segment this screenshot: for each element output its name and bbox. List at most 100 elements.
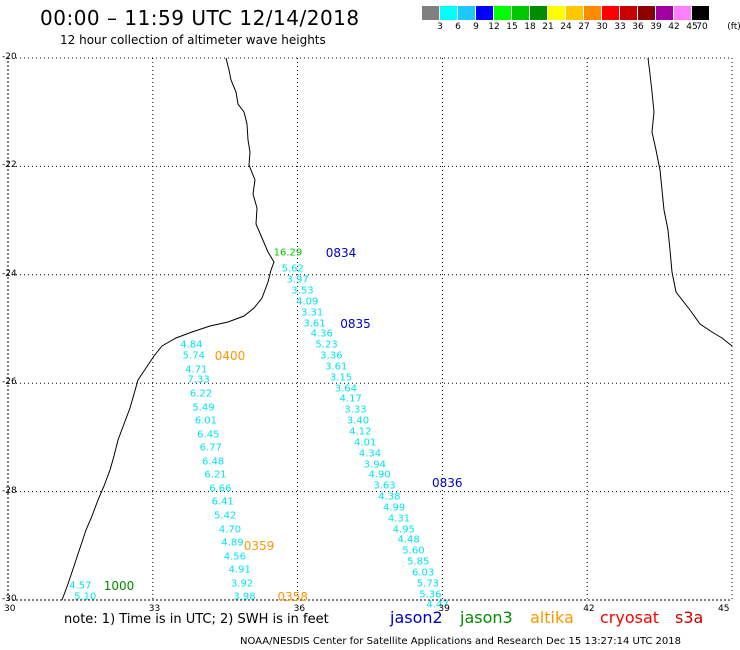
wave-height-value: 6.48 [201,456,225,468]
pass-time-label: 0836 [431,476,463,491]
wave-height-value: 4.89 [221,537,244,549]
wave-height-value: 5.23 [315,339,338,351]
colorbar-unit: (ft) [727,22,740,32]
coastline-madagascar [647,57,733,347]
lon-tick-label: 45 [718,604,730,614]
colorbar-swatch [512,6,530,20]
lon-tick-label: 39 [438,604,450,614]
wave-height-value: 3.31 [300,307,324,319]
lon-tick-label: 33 [148,604,161,614]
lat-tick-label: -30 [2,594,17,604]
wave-height-value: 4.95 [392,524,415,536]
wave-height-value: 16.29 [273,247,303,259]
wave-height-value: 6.45 [197,429,220,441]
colorbar-swatch [620,6,638,20]
wave-height-value: 3.63 [373,480,396,492]
lon-tick-label: 36 [293,604,306,614]
wave-height-value: 4.84 [180,339,203,351]
colorbar-swatch [548,6,566,20]
wave-height-value: 5.62 [281,263,304,275]
colorbar-swatch [638,6,656,20]
pass-time-label: 0359 [243,538,275,553]
wave-height-value: 6.41 [211,496,234,508]
wave-height-value: 5.60 [402,545,425,557]
wave-height-value: 3.92 [230,578,254,590]
wave-height-value: 3.64 [334,383,357,395]
wave-height-value: 5.49 [192,402,215,414]
colorbar-label: 36 [632,22,644,32]
colorbar-label: 21 [542,22,554,32]
colorbar-label: 39 [650,22,662,32]
colorbar-label: 27 [578,22,590,32]
wave-height-value: 4.90 [368,469,391,481]
colorbar-swatch [566,6,584,20]
colorbar-label: 6 [455,22,461,32]
wave-height-value: 4.99 [382,502,406,514]
colorbar-label: 12 [488,22,500,32]
colorbar-swatch [440,6,458,20]
colorbar-swatch [656,6,674,20]
colorbar-label: 15 [506,22,518,32]
wave-height-value: 5.74 [182,350,205,362]
wave-height-value: 4.36 [310,328,333,340]
colorbar-label: 33 [614,22,626,32]
lat-tick-label: -28 [2,485,17,496]
colorbar-swatch [674,6,692,20]
colorbar-swatch [530,6,548,20]
colorbar-swatch [494,6,512,20]
colorbar-label: 42 [668,22,680,32]
pass-time-label: 0835 [340,316,371,331]
wave-height-value: 3.15 [329,372,353,384]
chart-subtitle: 12 hour collection of altimeter wave hei… [60,33,326,47]
wave-height-value: 5.42 [214,510,237,522]
wave-height-value: 4.71 [185,364,208,376]
map-border [7,57,733,601]
colorbar-swatch [602,6,620,20]
wave-height-value: 4.09 [296,296,319,308]
colorbar-label: 45 [686,22,698,32]
wave-height-value: 3.53 [291,285,314,297]
wave-height-value: 4.31 [387,513,411,525]
wave-height-value: 5.85 [407,556,430,568]
legend-jason3: jason3 [460,608,513,627]
colorbar-swatch [458,6,476,20]
wave-height-value: 4.47 [426,599,449,611]
wave-height-value: 3.33 [344,404,367,416]
wave-height-value: 3.36 [320,350,343,362]
lat-tick-label: -26 [2,377,17,388]
wave-height-value: 3.97 [286,274,309,286]
wave-height-value: 3.61 [303,318,326,330]
colorbar-label: 18 [524,22,536,32]
wave-height-value: 5.73 [416,578,440,590]
wave-height-value: 3.40 [346,415,370,427]
pass-time-label: 1000 [103,579,135,594]
wave-height-value: 3.94 [363,459,386,470]
wave-height-value: 4.38 [378,491,401,503]
pass-time-label: 0400 [214,349,246,364]
wave-height-value: 4.70 [218,524,242,536]
legend-altika: altika [530,608,574,627]
colorbar-swatch [422,6,440,20]
wave-height-value: 6.03 [411,567,435,579]
wave-height-value: 6.21 [204,469,227,481]
wave-height-value: 6.01 [194,415,218,427]
wave-height-value: 4.01 [354,437,377,449]
colorbar-swatch [476,6,494,20]
chart-title: 00:00 – 11:59 UTC 12/14/2018 [40,6,360,30]
footnote: note: 1) Time is in UTC; 2) SWH is in fe… [64,612,329,627]
legend-s3a: s3a [675,608,704,627]
wave-height-value: 4.91 [228,564,251,576]
legend-cryosat: cryosat [600,608,660,627]
map-grid [7,57,733,601]
colorbar-swatch [584,6,602,20]
wave-height-value: 6.77 [199,442,222,454]
lon-tick-label: 30 [4,604,16,614]
colorbar-label: 70 [696,22,708,32]
colorbar-label: 30 [596,22,608,32]
wave-height-value: 5.36 [419,589,442,601]
lat-tick-label: -20 [2,52,17,62]
wave-height-value: 6.22 [189,388,213,400]
lat-tick-label: -24 [2,268,17,279]
